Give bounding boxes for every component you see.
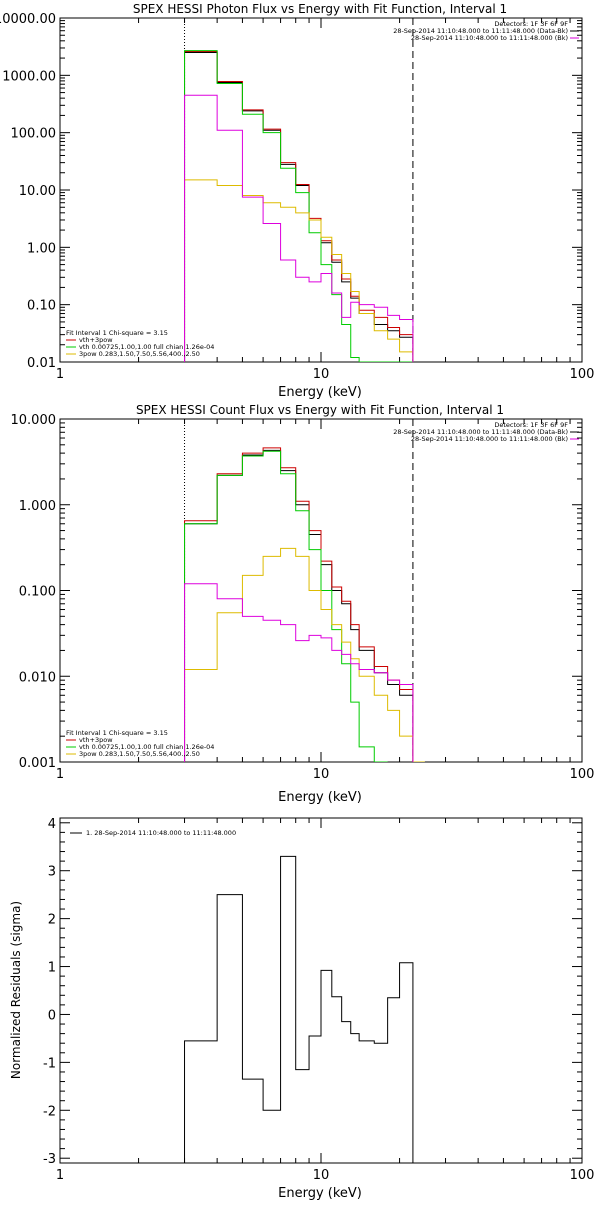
legend-bottom-left-entry: vth 0.00725,1.00,1.00 full chian 1.26e-0…: [79, 743, 214, 751]
x-tick-label: 100: [570, 367, 595, 382]
legend-bottom-left-entry: vth+3pow: [79, 336, 113, 344]
photon-flux-panel: SPEX HESSI Photon Flux vs Energy with Fi…: [0, 2, 594, 400]
photon-flux-title: SPEX HESSI Photon Flux vs Energy with Fi…: [133, 2, 507, 16]
y-tick-label: 3: [48, 865, 56, 880]
series-bk: [184, 94, 414, 362]
legend-top-left-entry: 1. 28-Sep-2014 11:10:48.000 to 11:11:48.…: [86, 829, 236, 837]
residuals-y-axis-label: Normalized Residuals (sigma): [9, 901, 23, 1079]
y-tick-label: -3: [43, 1152, 56, 1167]
count-flux-x-axis-label: Energy (keV): [278, 790, 362, 805]
residuals-panel: Normalized Residuals (sigma) Energy (keV…: [9, 817, 595, 1201]
y-tick-label: 10.00: [19, 184, 56, 199]
x-tick-label: 10: [313, 367, 330, 382]
y-tick-label: -2: [43, 1104, 56, 1119]
x-tick-label: 10: [313, 767, 330, 782]
count-flux-panel: SPEX HESSI Count Flux vs Energy with Fit…: [11, 403, 595, 805]
legend-bottom-left-entry: 3pow 0.283,1.50,7.50,5.56,400.,2.50: [79, 750, 200, 758]
count-flux-title: SPEX HESSI Count Flux vs Energy with Fit…: [136, 403, 504, 417]
series-vth: [184, 50, 413, 362]
legend-bottom-left-entry: vth+3pow: [79, 736, 113, 744]
y-tick-label: 1.00: [27, 241, 56, 256]
legend-top-right-entry: 28-Sep-2014 11:10:48.000 to 11:11:48.000…: [393, 428, 568, 436]
residuals-x-axis-label: Energy (keV): [278, 1186, 362, 1200]
series-vth-3pow: [184, 51, 414, 362]
x-tick-label: 10: [313, 1168, 330, 1183]
series-data-bk: [184, 449, 414, 762]
series-3pow: [184, 547, 425, 762]
series-vth-3pow: [184, 447, 414, 762]
legend-top-right-entry: 28-Sep-2014 11:10:48.000 to 11:11:48.000…: [411, 34, 568, 42]
y-tick-label: 0: [48, 1008, 56, 1023]
y-tick-label: 10.000: [11, 413, 57, 428]
y-tick-label: 2: [48, 913, 56, 928]
x-tick-label: 1: [56, 1168, 64, 1183]
y-tick-label: 100.00: [11, 127, 57, 142]
y-tick-label: 0.01: [27, 356, 56, 371]
x-tick-label: 100: [570, 767, 595, 782]
photon-flux-x-axis-label: Energy (keV): [278, 385, 362, 400]
x-tick-label: 1: [56, 367, 64, 382]
series-vth: [184, 450, 388, 762]
legend-top-right-entry: Detectors: 1F 3F 6F 9F: [494, 421, 568, 429]
y-tick-label: -1: [43, 1056, 56, 1071]
x-tick-label: 1: [56, 767, 64, 782]
y-tick-label: 4: [48, 817, 56, 832]
plot-frame: [59, 17, 583, 363]
legend-top-right-entry: Detectors: 1F 3F 6F 9F: [494, 20, 568, 28]
y-tick-label: 0.10: [27, 299, 56, 314]
legend-bottom-left-entry: 3pow 0.283,1.50,7.50,5.56,400.,2.50: [79, 350, 200, 358]
y-tick-label: 1.000: [19, 499, 56, 514]
legend-top-right-entry: 28-Sep-2014 11:10:48.000 to 11:11:48.000…: [411, 435, 568, 443]
x-tick-label: 100: [570, 1168, 595, 1183]
series-bk: [184, 583, 414, 762]
y-tick-label: 1000.00: [2, 69, 56, 84]
legend-bottom-left-entry: Fit Interval 1 Chi-square = 3.15: [66, 729, 168, 737]
legend-bottom-left-entry: vth 0.00725,1.00,1.00 full chian 1.26e-0…: [79, 343, 214, 351]
series-data-bk: [184, 52, 414, 362]
y-tick-label: 10000.00: [0, 12, 56, 27]
y-tick-label: 1: [48, 961, 56, 976]
y-tick-label: 0.010: [19, 670, 56, 685]
series-1-28-sep-2014-11-10-48-000-to-11-11-48-000: [184, 855, 414, 1163]
legend-top-right-entry: 28-Sep-2014 11:10:48.000 to 11:11:48.000…: [393, 27, 568, 35]
series-3pow: [184, 179, 414, 362]
y-tick-label: 0.001: [19, 756, 56, 771]
y-tick-label: 0.100: [19, 585, 56, 600]
legend-bottom-left-entry: Fit Interval 1 Chi-square = 3.15: [66, 329, 168, 337]
